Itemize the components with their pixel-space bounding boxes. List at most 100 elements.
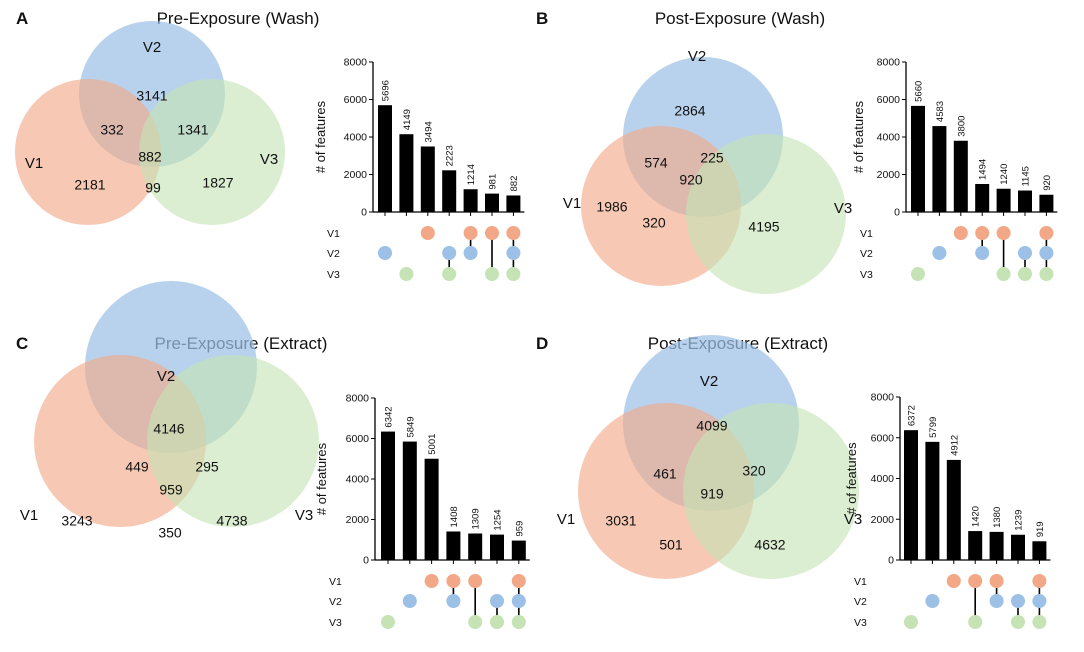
bar	[932, 126, 947, 212]
matrix-dot-v1	[968, 574, 983, 588]
y-tick-label: 4000	[871, 473, 895, 485]
matrix-dot-v1	[424, 574, 439, 588]
bar-value-label: 2223	[445, 145, 456, 166]
matrix-dot-v3	[399, 267, 414, 281]
upset-membership-matrix: V1 V2 V3	[329, 574, 526, 629]
bar	[968, 531, 983, 560]
venn-label-v3: V3	[260, 151, 278, 168]
venn-count-v1-v3: 501	[659, 537, 683, 553]
bar-value-label: 1408	[449, 506, 460, 527]
bar-value-label: 1254	[493, 509, 504, 530]
y-tick-label: 2000	[346, 514, 370, 526]
venn-count-all: 959	[159, 482, 183, 498]
bar-value-label: 3800	[956, 116, 967, 137]
y-tick-label: 6000	[877, 94, 901, 106]
venn-circle-v3	[683, 403, 859, 579]
bar	[1032, 541, 1047, 560]
venn-count-v1-v3: 350	[158, 525, 182, 541]
bar-value-label: 1380	[992, 507, 1003, 528]
panel-b: B Post-Exposure (Wash) V2 V1 V3 2864 574 225 920…	[536, 9, 1058, 294]
matrix-dot-v1	[511, 574, 526, 588]
bar-value-label: 1420	[971, 506, 982, 527]
y-tick-label: 4000	[346, 474, 370, 486]
bar	[953, 140, 968, 212]
venn-diagram: V2 V1 V3 3141 332 1341 882 2181 99 1827	[15, 21, 285, 225]
matrix-row-label-v2: V2	[854, 596, 867, 608]
matrix-dot-v1	[975, 226, 990, 240]
bar	[1018, 190, 1032, 212]
matrix-dot-v1	[946, 574, 961, 588]
y-tick-label: 0	[894, 207, 900, 219]
bar-value-label: 5696	[381, 80, 392, 101]
panel-label: D	[536, 334, 548, 353]
matrix-dot-v3	[904, 615, 918, 629]
matrix-dot-v1	[953, 226, 968, 240]
bar-value-label: 5849	[405, 416, 416, 437]
matrix-dot-v1	[1039, 226, 1054, 240]
y-tick-label: 6000	[346, 433, 370, 445]
matrix-dot-v1	[420, 226, 435, 240]
venn-circle-v3	[147, 355, 319, 527]
bar	[506, 195, 521, 212]
matrix-row-label-v3: V3	[327, 269, 340, 281]
venn-count-v1-v3: 99	[145, 180, 161, 196]
y-tick-label: 0	[888, 555, 894, 567]
upset-membership-matrix: V1 V2 V3	[860, 226, 1054, 281]
matrix-dot-v2	[1018, 246, 1032, 260]
venn-label-v2: V2	[688, 48, 706, 65]
matrix-dot-v3	[1039, 267, 1054, 281]
venn-count-v2-only: 3141	[136, 88, 167, 104]
bar-value-label: 882	[509, 176, 520, 192]
matrix-dot-v3	[381, 615, 395, 629]
matrix-row-label-v1: V1	[860, 228, 873, 240]
bar-value-label: 919	[1035, 521, 1046, 537]
venn-count-v1-only: 1986	[596, 199, 627, 215]
bar-value-label: 4583	[935, 101, 946, 122]
matrix-row-label-v2: V2	[327, 248, 340, 260]
venn-count-v3-only: 1827	[202, 175, 233, 191]
panel-a: A Pre-Exposure (Wash) V2 V1 V3 3141 332 1341 882…	[15, 9, 525, 281]
y-tick-label: 2000	[344, 169, 368, 181]
bar	[989, 531, 1004, 560]
matrix-row-label-v1: V1	[854, 576, 867, 588]
venn-label-v1: V1	[25, 155, 43, 172]
bar	[996, 188, 1011, 212]
venn-count-v2-v3: 295	[195, 459, 219, 475]
matrix-row-label-v2: V2	[329, 596, 342, 608]
venn-diagram: V2 V1 V3 2864 574 225 920 1986 320 4195	[563, 48, 852, 294]
bar-value-label: 5660	[914, 81, 925, 102]
matrix-dot-v2	[511, 594, 526, 608]
bar-value-label: 5799	[928, 417, 939, 438]
bar	[904, 430, 918, 560]
venn-label-v2: V2	[143, 39, 161, 56]
y-tick-label: 0	[361, 207, 367, 219]
venn-count-v2-v3: 1341	[177, 122, 208, 138]
y-tick-label: 0	[363, 555, 369, 567]
bar-value-label: 1494	[978, 159, 989, 180]
matrix-dot-v2	[1039, 246, 1054, 260]
matrix-row-label-v3: V3	[860, 269, 873, 281]
venn-label-v3: V3	[295, 507, 313, 524]
bar-value-label: 4912	[949, 435, 960, 456]
panel-label: B	[536, 9, 548, 28]
venn-circle-v3	[686, 134, 846, 294]
bar-value-label: 959	[514, 521, 525, 537]
bar-value-label: 1214	[466, 164, 477, 185]
matrix-dot-v1	[1032, 574, 1047, 588]
bar-value-label: 1309	[471, 508, 482, 529]
venn-count-v1-v2: 461	[653, 466, 677, 482]
y-tick-label: 8000	[344, 57, 368, 69]
venn-count-v3-only: 4632	[754, 537, 785, 553]
matrix-row-label-v2: V2	[860, 248, 873, 260]
matrix-dot-v3	[1032, 615, 1047, 629]
venn-label-v1: V1	[557, 511, 575, 528]
venn-label-v2: V2	[700, 373, 718, 390]
bar-value-label: 3494	[423, 121, 434, 142]
panel-label: A	[16, 9, 28, 28]
bar	[463, 189, 478, 212]
matrix-dot-v2	[506, 246, 521, 260]
matrix-dot-v3	[490, 615, 504, 629]
matrix-dot-v3	[911, 267, 925, 281]
bar	[468, 533, 483, 560]
